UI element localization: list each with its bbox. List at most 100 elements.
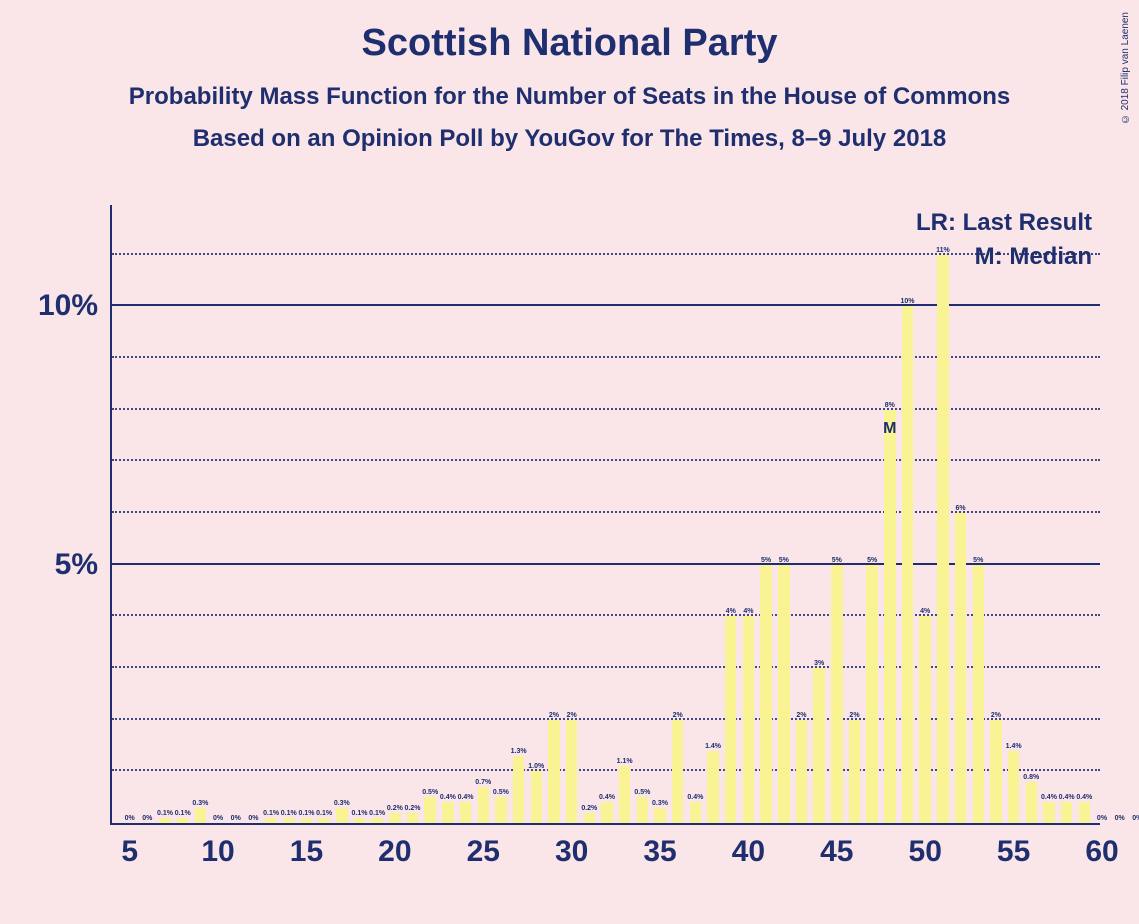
bar-value-label: 5% [761,557,771,565]
x-axis-tick-label: 25 [467,823,500,869]
chart-bar: 0.2% [407,813,418,823]
bar-value-label: 0% [142,815,152,823]
bar-value-label: 0% [1132,815,1139,823]
chart-bar: 1.3% [513,756,524,823]
legend-last-result: LR: Last Result [916,209,1092,237]
chart-bar: 10% [902,306,913,823]
bar-value-label: 0% [231,815,241,823]
bar-value-label: 1.4% [705,743,721,751]
chart-bar: 0.3% [336,808,347,824]
bar-value-label: 1.0% [528,763,544,771]
x-axis-tick-label: 10 [201,823,234,869]
grid-major-line: 5% [112,563,1100,565]
chart-bar: 0.1% [318,818,329,823]
x-axis-tick-label: 55 [997,823,1030,869]
y-axis-tick-label: 10% [38,289,112,323]
grid-minor-line [112,614,1100,616]
bar-value-label: 0% [248,815,258,823]
chart-bar: 5% [973,565,984,823]
bar-value-label: 0.1% [175,810,191,818]
bar-value-label: 0.4% [1059,794,1075,802]
bar-value-label: 1.4% [1006,743,1022,751]
grid-minor-line [112,666,1100,668]
chart-bar: 4% [743,616,754,823]
x-axis-tick-label: 35 [643,823,676,869]
bar-value-label: 0.1% [157,810,173,818]
bar-value-label: 1.1% [617,758,633,766]
chart-bar: 0.5% [424,797,435,823]
grid-minor-line [112,769,1100,771]
x-axis-tick-label: 15 [290,823,323,869]
bar-value-label: 2% [849,712,859,720]
y-axis-tick-label: 5% [55,548,112,582]
chart-bar: 0.7% [478,787,489,823]
bar-value-label: 2% [567,712,577,720]
grid-major-line: 10% [112,304,1100,306]
bar-value-label: 8% [885,402,895,410]
chart-bar: 3% [813,668,824,823]
bar-value-label: 11% [936,247,950,255]
bar-value-label: 0.2% [405,805,421,813]
bar-value-label: 0.1% [281,810,297,818]
bar-value-label: 1.3% [511,748,527,756]
chart-bar: 2% [566,720,577,823]
bar-value-label: 0.1% [263,810,279,818]
x-axis-tick-label: 30 [555,823,588,869]
chart-bar: 6% [955,513,966,823]
chart-title: Scottish National Party [0,0,1139,65]
chart-bar: 2% [548,720,559,823]
bar-value-label: 0.1% [369,810,385,818]
bar-value-label: 4% [920,608,930,616]
bar-value-label: 5% [832,557,842,565]
bar-value-label: 0.3% [652,800,668,808]
bar-value-label: 0% [1115,815,1125,823]
chart-bar: 2% [672,720,683,823]
x-axis-tick-label: 50 [909,823,942,869]
chart-bar: 0.1% [159,818,170,823]
grid-minor-line [112,408,1100,410]
chart-bar: 0.3% [195,808,206,824]
chart-bar: 11% [937,255,948,823]
bar-value-label: 0% [1097,815,1107,823]
bar-value-label: 0.3% [192,800,208,808]
grid-minor-line [112,459,1100,461]
bar-value-label: 4% [726,608,736,616]
grid-minor-line [112,253,1100,255]
chart-bar: 2% [796,720,807,823]
chart-bar: 0.4% [460,802,471,823]
bar-value-label: 2% [796,712,806,720]
chart-bar: 5% [760,565,771,823]
chart-bar: 0.4% [690,802,701,823]
chart-bar: 0.4% [1061,802,1072,823]
chart-bar: 0.4% [442,802,453,823]
x-axis-tick-label: 20 [378,823,411,869]
bar-value-label: 0.4% [458,794,474,802]
bar-value-label: 0.7% [475,779,491,787]
chart-bar: 4% [725,616,736,823]
bar-value-label: 0.4% [687,794,703,802]
bar-value-label: 5% [973,557,983,565]
x-axis-tick-label: 5 [121,823,138,869]
chart-bar: 1.1% [619,766,630,823]
bar-value-label: 6% [955,505,965,513]
bar-chart: LR: Last Result M: Median 5%10%510152025… [110,205,1100,825]
bar-value-label: 0.5% [634,789,650,797]
chart-bar: 0.1% [283,818,294,823]
chart-bar: 0.1% [301,818,312,823]
chart-bar: 0.1% [177,818,188,823]
chart-bar: 5% [831,565,842,823]
chart-bar: 0.5% [637,797,648,823]
chart-bar: 5% [866,565,877,823]
x-axis-tick-label: 60 [1085,823,1118,869]
chart-bar: 1.0% [531,771,542,823]
chart-bar: 1.4% [707,751,718,823]
bar-value-label: 0% [213,815,223,823]
bar-value-label: 4% [743,608,753,616]
bar-value-label: 0% [125,815,135,823]
x-axis-tick-label: 45 [820,823,853,869]
chart-bar: 0.5% [495,797,506,823]
chart-bar: 0.4% [601,802,612,823]
chart-subtitle-2: Based on an Opinion Poll by YouGov for T… [0,125,1139,153]
chart-bar: 0.2% [584,813,595,823]
grid-minor-line [112,511,1100,513]
